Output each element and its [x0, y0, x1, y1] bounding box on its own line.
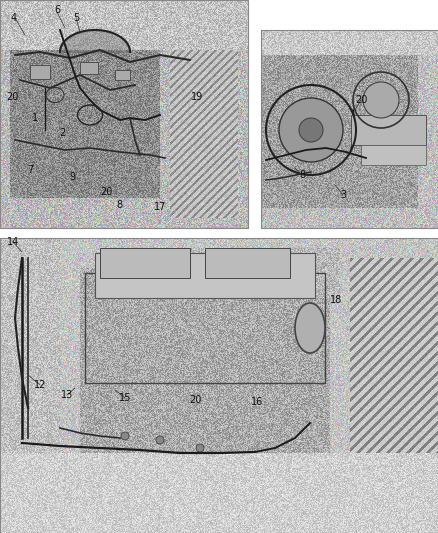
Bar	[0, 0, 248, 228]
Text: 4: 4	[11, 13, 17, 23]
Circle shape	[279, 98, 343, 162]
Text: 18: 18	[330, 295, 342, 305]
Bar	[80, 62, 98, 74]
Text: 14: 14	[7, 237, 19, 247]
Text: 8: 8	[299, 170, 305, 180]
Text: 9: 9	[69, 172, 75, 182]
Circle shape	[363, 82, 399, 118]
Text: 13: 13	[61, 390, 73, 400]
Bar	[0, 238, 438, 533]
Circle shape	[156, 436, 164, 444]
Bar	[100, 248, 190, 278]
Text: 15: 15	[119, 393, 131, 403]
Text: 8: 8	[116, 200, 122, 210]
Bar	[205, 248, 290, 278]
Circle shape	[121, 432, 129, 440]
Bar	[95, 253, 315, 298]
Bar	[261, 30, 438, 228]
Text: 20: 20	[189, 395, 201, 405]
Text: 20: 20	[100, 187, 112, 197]
Text: 12: 12	[34, 380, 46, 390]
Text: 16: 16	[251, 397, 263, 407]
Text: 5: 5	[73, 13, 79, 23]
Text: 3: 3	[340, 190, 346, 200]
Circle shape	[299, 118, 323, 142]
Bar	[30, 65, 50, 79]
Text: 20: 20	[6, 92, 18, 102]
Text: 6: 6	[54, 5, 60, 15]
Text: 1: 1	[32, 113, 38, 123]
Circle shape	[196, 444, 204, 452]
Bar	[361, 145, 426, 165]
Ellipse shape	[295, 303, 325, 353]
Text: 17: 17	[154, 202, 166, 212]
Text: 7: 7	[27, 165, 33, 175]
Bar	[351, 115, 426, 145]
Text: 20: 20	[355, 95, 367, 105]
Bar	[85, 273, 325, 383]
Bar	[115, 70, 130, 80]
Text: 19: 19	[191, 92, 203, 102]
Text: 2: 2	[59, 128, 65, 138]
